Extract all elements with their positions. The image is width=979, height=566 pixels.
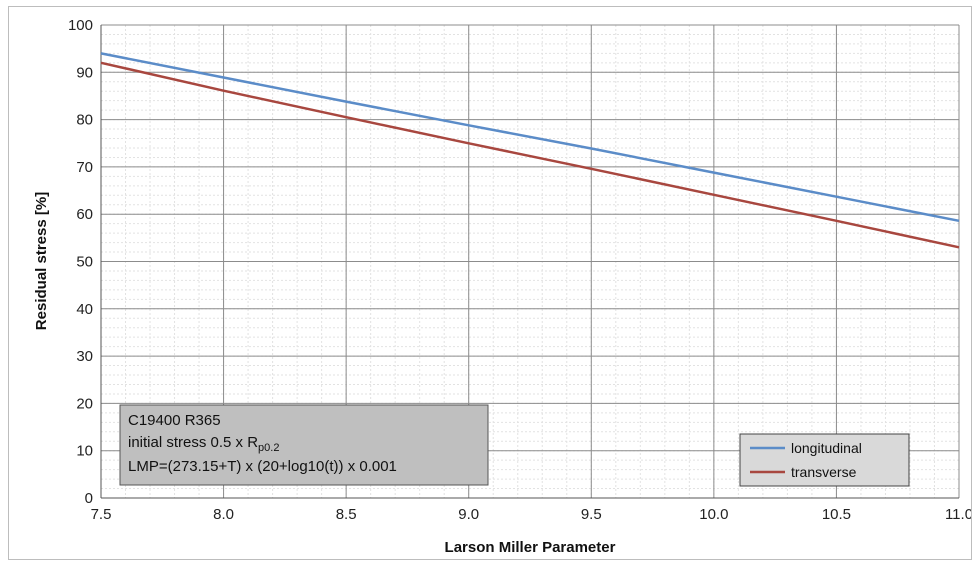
annotation-background: [119, 404, 489, 486]
annotation-line-2-main: initial stress 0.5 x R: [128, 434, 258, 451]
y-tick-label: 70: [76, 159, 93, 176]
x-tick-label: 7.5: [91, 506, 112, 523]
annotation-line-2: initial stress 0.5 x Rp0.2: [128, 434, 279, 454]
series-line-transverse: [100, 61, 960, 249]
x-tick-label: 10.0: [699, 506, 728, 523]
x-axis-title: Larson Miller Parameter: [445, 539, 616, 556]
y-tick-label: 40: [76, 301, 93, 318]
legend-background: [739, 433, 910, 487]
y-axis-title: Residual stress [%]: [33, 192, 50, 330]
x-tick-label: 11.0: [945, 506, 971, 523]
series-line-longitudinal: [100, 52, 960, 223]
annotation-line-1: C19400 R365: [128, 412, 221, 429]
x-tick-label: 9.5: [581, 506, 602, 523]
axes: [100, 25, 959, 499]
y-tick-label: 0: [85, 490, 93, 507]
y-tick-label: 60: [76, 206, 93, 223]
annotation-box: C19400 R365 initial stress 0.5 x Rp0.2 L…: [119, 404, 489, 486]
y-tick-label: 50: [76, 254, 93, 271]
x-tick-labels: 7.5 8.0 8.5 9.0 9.5 10.0 10.5 11.0: [91, 506, 971, 523]
x-tick-label: 9.0: [458, 506, 479, 523]
y-tick-label: 90: [76, 64, 93, 81]
y-tick-label: 10: [76, 443, 93, 460]
y-tick-labels: 0 10 20 30 40 50 60 70 80 90 100: [68, 17, 93, 507]
chart-svg: 7.5 8.0 8.5 9.0 9.5 10.0 10.5 11.0 0 10 20 30 40 50 6…: [33, 17, 971, 556]
x-tick-label: 8.0: [213, 506, 234, 523]
legend-label-transverse: transverse: [791, 464, 857, 480]
y-tick-label: 30: [76, 348, 93, 365]
legend: longitudinal transverse: [739, 433, 910, 487]
y-tick-label: 20: [76, 395, 93, 412]
annotation-line-2-subscript: p0.2: [258, 442, 279, 454]
y-tick-label: 80: [76, 112, 93, 129]
chart-frame: 7.5 8.0 8.5 9.0 9.5 10.0 10.5 11.0 0 10 20 30 40 50 6…: [8, 6, 972, 560]
annotation-line-3: LMP=(273.15+T) x (20+log10(t)) x 0.001: [128, 458, 397, 475]
series-lines: [100, 52, 960, 249]
x-tick-label: 10.5: [822, 506, 851, 523]
y-tick-label: 100: [68, 17, 93, 34]
legend-label-longitudinal: longitudinal: [791, 440, 862, 456]
x-tick-label: 8.5: [336, 506, 357, 523]
